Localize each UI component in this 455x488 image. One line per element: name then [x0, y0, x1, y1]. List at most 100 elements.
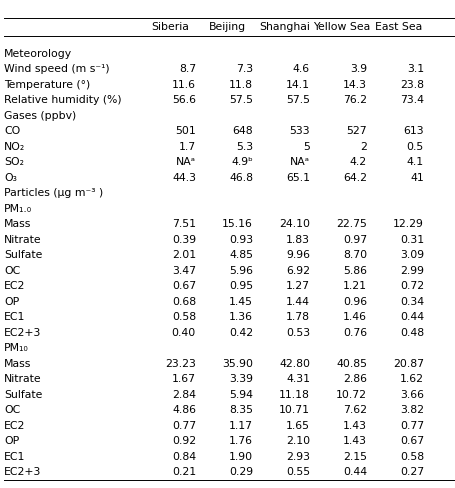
Text: 0.68: 0.68	[172, 297, 196, 306]
Text: 5: 5	[303, 142, 310, 152]
Text: 46.8: 46.8	[229, 173, 253, 183]
Text: 0.44: 0.44	[400, 312, 424, 322]
Text: NAᵃ: NAᵃ	[176, 157, 196, 167]
Text: 1.17: 1.17	[229, 421, 253, 431]
Text: Gases (ppbv): Gases (ppbv)	[4, 111, 76, 121]
Text: 2.99: 2.99	[400, 265, 424, 276]
Text: 1.36: 1.36	[229, 312, 253, 322]
Text: EC2: EC2	[4, 421, 25, 431]
Text: 56.6: 56.6	[172, 95, 196, 105]
Text: 0.42: 0.42	[229, 327, 253, 338]
Text: 0.96: 0.96	[343, 297, 367, 306]
Text: 4.86: 4.86	[172, 405, 196, 415]
Text: 0.48: 0.48	[400, 327, 424, 338]
Text: EC1: EC1	[4, 452, 25, 462]
Text: 0.92: 0.92	[172, 436, 196, 446]
Text: 0.44: 0.44	[343, 467, 367, 477]
Text: 40.85: 40.85	[336, 359, 367, 368]
Text: 7.51: 7.51	[172, 219, 196, 229]
Text: 3.9: 3.9	[350, 64, 367, 74]
Text: 41: 41	[410, 173, 424, 183]
Text: 4.85: 4.85	[229, 250, 253, 260]
Text: 0.72: 0.72	[400, 281, 424, 291]
Text: 5.96: 5.96	[229, 265, 253, 276]
Text: 0.31: 0.31	[400, 235, 424, 244]
Text: 57.5: 57.5	[229, 95, 253, 105]
Text: 1.76: 1.76	[229, 436, 253, 446]
Text: 3.82: 3.82	[400, 405, 424, 415]
Text: 0.21: 0.21	[172, 467, 196, 477]
Text: 12.29: 12.29	[393, 219, 424, 229]
Text: NAᵃ: NAᵃ	[290, 157, 310, 167]
Text: 73.4: 73.4	[400, 95, 424, 105]
Text: Siberia: Siberia	[152, 22, 189, 32]
Text: CO: CO	[4, 126, 20, 136]
Text: 0.40: 0.40	[172, 327, 196, 338]
Text: 4.9ᵇ: 4.9ᵇ	[231, 157, 253, 167]
Text: 2.93: 2.93	[286, 452, 310, 462]
Text: 44.3: 44.3	[172, 173, 196, 183]
Text: Sulfate: Sulfate	[4, 250, 42, 260]
Text: 1.45: 1.45	[229, 297, 253, 306]
Text: 527: 527	[346, 126, 367, 136]
Text: EC1: EC1	[4, 312, 25, 322]
Text: OC: OC	[4, 265, 20, 276]
Text: PM₁.₀: PM₁.₀	[4, 203, 32, 214]
Text: Meteorology: Meteorology	[4, 49, 72, 59]
Text: 35.90: 35.90	[222, 359, 253, 368]
Text: Yellow Sea: Yellow Sea	[313, 22, 370, 32]
Text: Sulfate: Sulfate	[4, 390, 42, 400]
Text: 11.18: 11.18	[279, 390, 310, 400]
Text: 57.5: 57.5	[286, 95, 310, 105]
Text: East Sea: East Sea	[375, 22, 422, 32]
Text: 5.86: 5.86	[343, 265, 367, 276]
Text: OP: OP	[4, 436, 19, 446]
Text: 0.27: 0.27	[400, 467, 424, 477]
Text: 648: 648	[233, 126, 253, 136]
Text: 0.53: 0.53	[286, 327, 310, 338]
Text: 0.67: 0.67	[172, 281, 196, 291]
Text: 3.1: 3.1	[407, 64, 424, 74]
Text: 0.77: 0.77	[172, 421, 196, 431]
Text: 23.8: 23.8	[400, 80, 424, 90]
Text: 1.27: 1.27	[286, 281, 310, 291]
Text: 10.72: 10.72	[336, 390, 367, 400]
Text: Mass: Mass	[4, 219, 31, 229]
Text: SO₂: SO₂	[4, 157, 24, 167]
Text: 6.92: 6.92	[286, 265, 310, 276]
Text: 533: 533	[289, 126, 310, 136]
Text: 1.78: 1.78	[286, 312, 310, 322]
Text: OP: OP	[4, 297, 19, 306]
Text: 14.1: 14.1	[286, 80, 310, 90]
Text: 2.86: 2.86	[343, 374, 367, 384]
Text: 4.1: 4.1	[407, 157, 424, 167]
Text: 11.8: 11.8	[229, 80, 253, 90]
Text: 0.39: 0.39	[172, 235, 196, 244]
Text: Nitrate: Nitrate	[4, 235, 41, 244]
Text: 4.6: 4.6	[293, 64, 310, 74]
Text: 1.67: 1.67	[172, 374, 196, 384]
Text: 0.95: 0.95	[229, 281, 253, 291]
Text: 5.94: 5.94	[229, 390, 253, 400]
Text: NO₂: NO₂	[4, 142, 25, 152]
Text: 0.84: 0.84	[172, 452, 196, 462]
Text: Temperature (°): Temperature (°)	[4, 80, 90, 90]
Text: 14.3: 14.3	[343, 80, 367, 90]
Text: 3.39: 3.39	[229, 374, 253, 384]
Text: 0.34: 0.34	[400, 297, 424, 306]
Text: 1.43: 1.43	[343, 421, 367, 431]
Text: 1.62: 1.62	[400, 374, 424, 384]
Text: 20.87: 20.87	[393, 359, 424, 368]
Text: 0.5: 0.5	[407, 142, 424, 152]
Text: 8.70: 8.70	[343, 250, 367, 260]
Text: 0.58: 0.58	[400, 452, 424, 462]
Text: 0.77: 0.77	[400, 421, 424, 431]
Text: 4.2: 4.2	[350, 157, 367, 167]
Text: 8.35: 8.35	[229, 405, 253, 415]
Text: 1.90: 1.90	[229, 452, 253, 462]
Text: 76.2: 76.2	[343, 95, 367, 105]
Text: 1.21: 1.21	[343, 281, 367, 291]
Text: 0.97: 0.97	[343, 235, 367, 244]
Text: 0.58: 0.58	[172, 312, 196, 322]
Text: 613: 613	[404, 126, 424, 136]
